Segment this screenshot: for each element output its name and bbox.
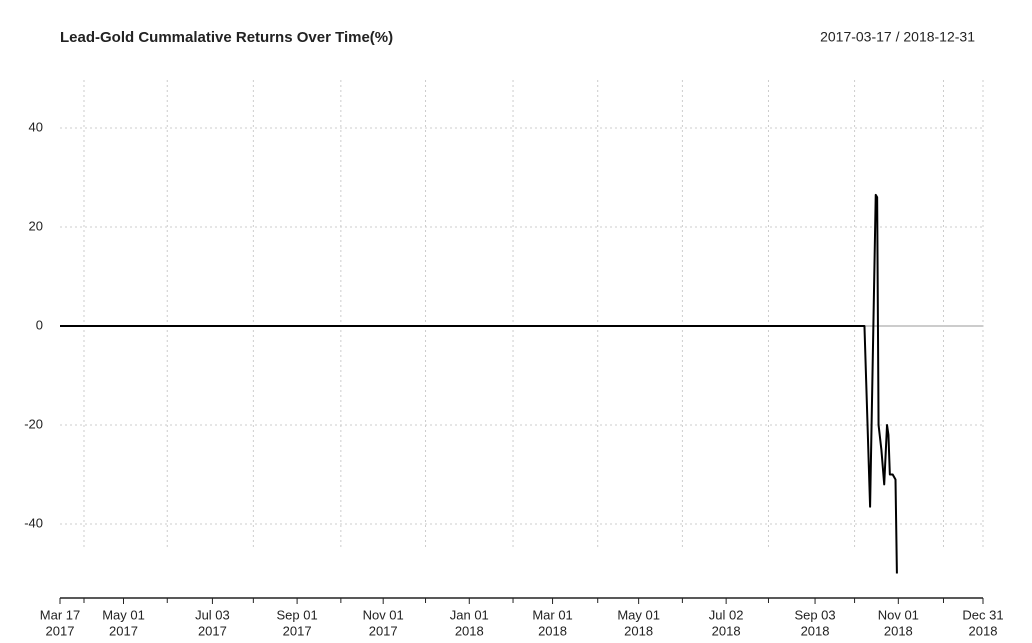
x-tick-label: May 01 (617, 607, 660, 622)
y-tick-label: 20 (29, 218, 43, 233)
y-tick-label: 0 (36, 317, 43, 332)
x-tick-label: 2018 (884, 623, 913, 638)
x-tick-label: Nov 01 (878, 607, 919, 622)
x-tick-label: 2018 (538, 623, 567, 638)
x-tick-label: 2018 (624, 623, 653, 638)
x-tick-label: Nov 01 (363, 607, 404, 622)
x-tick-label: 2017 (46, 623, 75, 638)
series-line (60, 193, 898, 574)
x-tick-label: 2017 (198, 623, 227, 638)
date-range: 2017-03-17 / 2018-12-31 (820, 29, 975, 45)
y-tick-label: -20 (24, 416, 43, 431)
chart-title: Lead-Gold Cummalative Returns Over Time(… (60, 29, 393, 46)
x-tick-label: 2017 (109, 623, 138, 638)
x-tick-label: Jul 03 (195, 607, 230, 622)
x-tick-label: 2017 (283, 623, 312, 638)
x-tick-label: Jan 01 (450, 607, 489, 622)
x-tick-label: Mar 17 (40, 607, 80, 622)
x-tick-label: 2018 (455, 623, 484, 638)
x-tick-label: Sep 01 (276, 607, 317, 622)
x-tick-label: 2018 (712, 623, 741, 638)
x-tick-label: Jul 02 (709, 607, 744, 622)
y-tick-label: 40 (29, 119, 43, 134)
x-tick-label: Mar 01 (532, 607, 572, 622)
y-tick-label: -40 (24, 515, 43, 530)
x-tick-label: Sep 03 (794, 607, 835, 622)
x-tick-label: 2018 (801, 623, 830, 638)
x-tick-label: 2018 (969, 623, 998, 638)
x-tick-label: Dec 31 (962, 607, 1003, 622)
x-tick-label: May 01 (102, 607, 145, 622)
x-tick-label: 2017 (369, 623, 398, 638)
